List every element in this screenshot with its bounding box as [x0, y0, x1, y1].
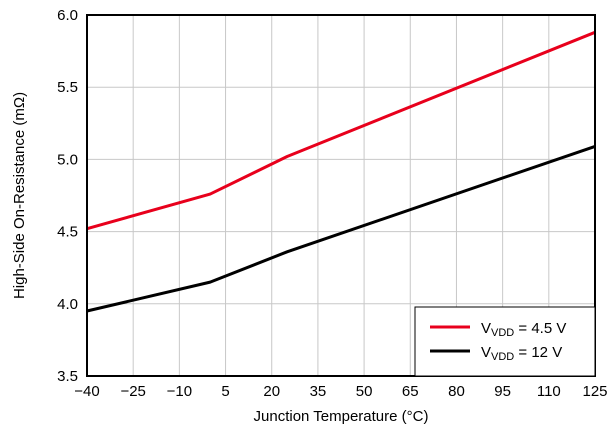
legend-label-1: VVDD = 12 V: [481, 344, 562, 363]
x-tick-labels: −40 −25 −10 5 20 35 50 65 80 95 110 125: [74, 383, 607, 400]
y-tick-label-0: 3.5: [57, 368, 78, 385]
y-tick-label-2: 4.5: [57, 224, 78, 241]
y-tick-labels: 3.5 4.0 4.5 5.0 5.5 6.0: [57, 7, 78, 385]
grid: [87, 15, 595, 376]
y-tick-label-5: 6.0: [57, 7, 78, 24]
series-lines: [86, 30, 596, 313]
x-axis-label: Junction Temperature (°C): [254, 408, 429, 425]
y-tick-label-1: 4.0: [57, 296, 78, 313]
x-tick-label-7: 65: [402, 383, 419, 400]
x-tick-label-3: 5: [221, 383, 229, 400]
x-tick-label-6: 50: [356, 383, 373, 400]
series-line-0: [86, 30, 596, 231]
x-tick-label-9: 95: [494, 383, 511, 400]
x-tick-label-2: −10: [167, 383, 192, 400]
y-axis-label: High-Side On-Resistance (mΩ): [11, 92, 28, 299]
y-tick-label-4: 5.5: [57, 79, 78, 96]
x-tick-label-8: 80: [448, 383, 465, 400]
x-tick-label-1: −25: [120, 383, 145, 400]
x-tick-label-10: 110: [537, 383, 561, 400]
x-tick-label-0: −40: [74, 383, 99, 400]
legend-label-0: VVDD = 4.5 V: [481, 320, 566, 339]
y-tick-label-3: 5.0: [57, 151, 78, 168]
x-tick-label-5: 35: [310, 383, 327, 400]
legend-box: [414, 306, 596, 377]
legend: VVDD = 4.5 V VVDD = 12 V: [414, 306, 596, 377]
plot-frame: [86, 14, 596, 377]
x-tick-label-11: 125: [582, 383, 607, 400]
x-tick-label-4: 20: [263, 383, 280, 400]
series-line-1: [86, 144, 596, 313]
